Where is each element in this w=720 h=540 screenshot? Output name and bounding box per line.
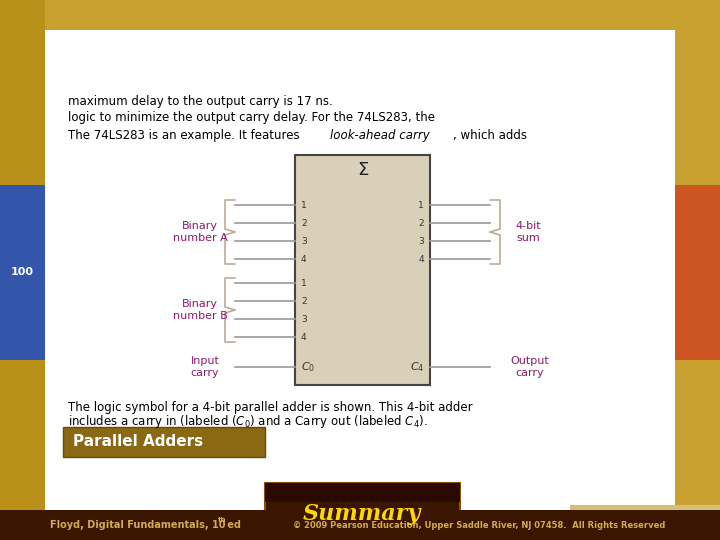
Text: 0010: 0010 — [624, 516, 656, 530]
Text: 3: 3 — [418, 237, 424, 246]
Text: Parallel Adders: Parallel Adders — [73, 435, 203, 449]
Text: 3: 3 — [301, 314, 307, 323]
Bar — [45, 30, 675, 510]
Text: 1: 1 — [301, 279, 307, 287]
Text: $C_0$: $C_0$ — [301, 360, 315, 374]
Text: 1: 1 — [301, 200, 307, 210]
Text: The 74LS283 is an example. It features: The 74LS283 is an example. It features — [68, 129, 303, 141]
Text: Summary: Summary — [303, 503, 421, 525]
Bar — [265, 483, 460, 533]
Text: © 2009 Pearson Education, Upper Saddle River, NJ 07458.  All Rights Reserved: © 2009 Pearson Education, Upper Saddle R… — [292, 521, 665, 530]
Text: $C_4$: $C_4$ — [410, 360, 424, 374]
Bar — [0, 185, 45, 360]
Bar — [295, 155, 430, 385]
Text: 4-bit
sum: 4-bit sum — [516, 221, 541, 243]
Text: Floyd, Digital Fundamentals, 10: Floyd, Digital Fundamentals, 10 — [50, 520, 225, 530]
Text: includes a carry in (labeled ($C_0$) and a Carry out (labeled $C_4$).: includes a carry in (labeled ($C_0$) and… — [68, 414, 428, 430]
Bar — [265, 483, 460, 502]
Text: 4: 4 — [418, 254, 424, 264]
Text: Binary
number B: Binary number B — [173, 299, 228, 321]
Text: look-ahead carry: look-ahead carry — [330, 129, 430, 141]
Text: 1: 1 — [418, 200, 424, 210]
Text: Output
carry: Output carry — [510, 356, 549, 378]
Text: 2: 2 — [418, 219, 424, 227]
Text: ed: ed — [224, 520, 241, 530]
Text: 2: 2 — [301, 296, 307, 306]
Text: Input
carry: Input carry — [191, 356, 220, 378]
Bar — [63, 427, 265, 457]
Text: 100: 100 — [11, 267, 34, 277]
Text: 4: 4 — [301, 254, 307, 264]
Bar — [675, 0, 720, 540]
Text: 4: 4 — [301, 333, 307, 341]
Text: Σ: Σ — [357, 161, 368, 179]
Text: Binary
number A: Binary number A — [173, 221, 228, 243]
Text: , which adds: , which adds — [453, 129, 527, 141]
Text: maximum delay to the output carry is 17 ns.: maximum delay to the output carry is 17 … — [68, 94, 333, 107]
Text: th: th — [218, 517, 227, 523]
Bar — [0, 510, 720, 540]
Text: 3: 3 — [301, 237, 307, 246]
Bar — [570, 505, 720, 540]
Text: logic to minimize the output carry delay. For the 74LS283, the: logic to minimize the output carry delay… — [68, 111, 435, 125]
Text: The logic symbol for a 4-bit parallel adder is shown. This 4-bit adder: The logic symbol for a 4-bit parallel ad… — [68, 401, 472, 414]
Text: 2: 2 — [301, 219, 307, 227]
Bar — [0, 0, 45, 540]
Bar — [675, 185, 720, 360]
